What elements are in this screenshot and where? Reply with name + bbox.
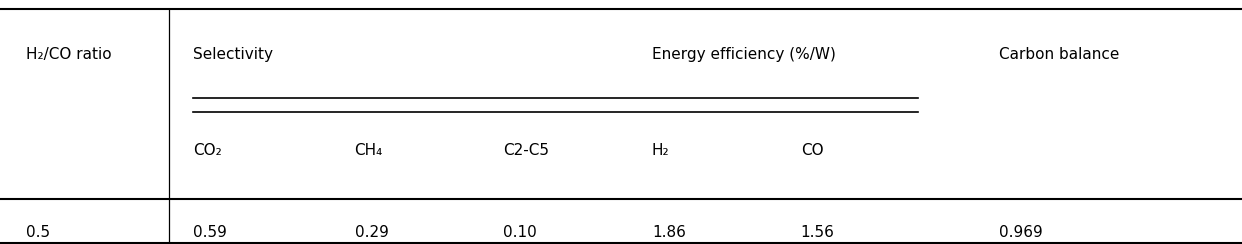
Text: H₂: H₂ xyxy=(652,143,669,158)
Text: CO: CO xyxy=(801,143,823,158)
Text: 0.10: 0.10 xyxy=(503,225,537,241)
Text: 0.29: 0.29 xyxy=(354,225,389,241)
Text: 1.86: 1.86 xyxy=(652,225,686,241)
Text: 1.56: 1.56 xyxy=(801,225,835,241)
Text: C2-C5: C2-C5 xyxy=(503,143,549,158)
Text: Energy efficiency (%/W): Energy efficiency (%/W) xyxy=(652,47,836,62)
Text: CO₂: CO₂ xyxy=(194,143,222,158)
Text: 0.5: 0.5 xyxy=(26,225,50,241)
Text: Carbon balance: Carbon balance xyxy=(999,47,1119,62)
Text: H₂/CO ratio: H₂/CO ratio xyxy=(26,47,112,62)
Text: CH₄: CH₄ xyxy=(354,143,383,158)
Text: Selectivity: Selectivity xyxy=(194,47,273,62)
Text: 0.59: 0.59 xyxy=(194,225,227,241)
Text: 0.969: 0.969 xyxy=(999,225,1043,241)
